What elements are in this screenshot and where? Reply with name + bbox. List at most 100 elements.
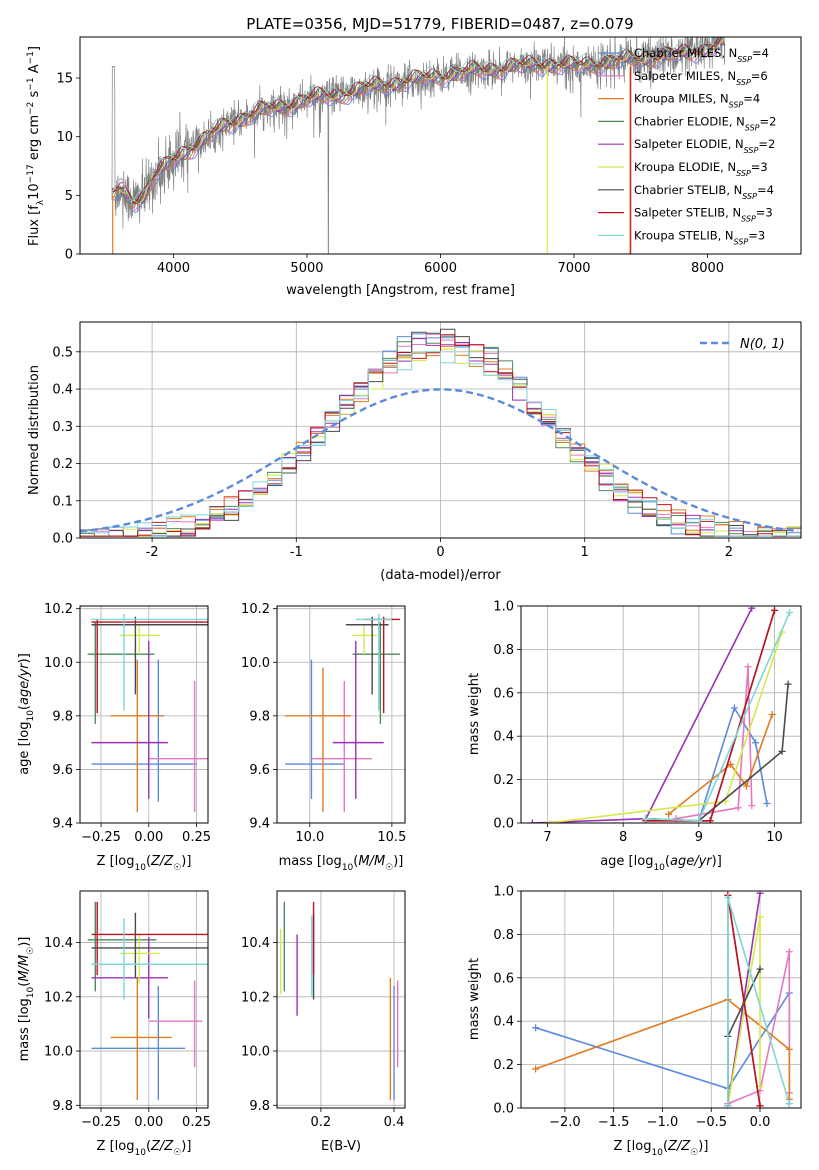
y-tick-label: 0.2 — [493, 773, 514, 788]
y-tick-label: 10.2 — [44, 990, 73, 1005]
x-axis-label: Z [log10(Z/Z☉)] — [97, 854, 192, 873]
model-spectrum-6 — [111, 37, 722, 205]
weight-marker — [785, 1100, 793, 1108]
y-tick-label: 0.0 — [493, 1102, 514, 1117]
weight-line-7 — [645, 610, 776, 822]
histogram-2 — [80, 345, 801, 537]
histogram-7 — [80, 334, 801, 537]
panel-spectrum: 4000 5000 6000 7000 8000 0 5 10 15 Chabrier MILES… — [26, 36, 802, 298]
y-tick-label: 10.2 — [241, 990, 270, 1005]
model-spectrum-8 — [111, 37, 717, 202]
weight-marker — [771, 606, 779, 614]
weight-marker — [532, 1024, 540, 1032]
panel-massweight-vs-Z: −2.0 −1.5 −1.0 −0.5 0.0 0.0 0.2 0.4 0.6 0.8 1.0 Z [… — [467, 885, 802, 1158]
weight-marker — [748, 606, 756, 612]
y-tick-label: 0.0 — [52, 532, 73, 547]
model-spectrum-7 — [111, 37, 720, 204]
x-tick-label: 0.0 — [750, 1115, 771, 1130]
y-tick-label: 10.0 — [44, 1045, 73, 1060]
axes-frame — [79, 605, 209, 824]
panel-massweight-vs-age: 7 8 9 10 0.0 0.2 0.4 0.6 0.8 1.0 age [log10(age/yr… — [467, 600, 802, 873]
y-tick-label: 0.6 — [493, 686, 514, 701]
x-tick-label: −1.5 — [598, 1115, 630, 1130]
legend-label: Salpeter STELIB, NSSP=3 — [634, 206, 773, 224]
y-tick-label: 0.3 — [52, 420, 73, 435]
weight-marker — [724, 1102, 732, 1108]
y-tick-label: 9.6 — [52, 763, 73, 778]
y-tick-label: 9.4 — [249, 817, 270, 832]
x-tick-label: −0.25 — [81, 830, 121, 845]
x-tick-label: −0.5 — [695, 1115, 727, 1130]
legend-label: Kroupa MILES, NSSP=4 — [634, 92, 760, 110]
y-tick-label: 10.0 — [241, 656, 270, 671]
x-tick-label: 10 — [766, 830, 783, 845]
x-axis-label: E(B-V) — [321, 1139, 361, 1154]
y-tick-label: 15 — [56, 72, 73, 87]
plot-area — [277, 891, 405, 1108]
weight-marker — [756, 913, 764, 921]
x-tick-label: 0.00 — [134, 830, 163, 845]
legend-label: Kroupa STELIB, NSSP=3 — [634, 228, 765, 246]
panel-mass-vs-ebv: 0.2 0.4 9.8 10.0 10.2 10.4 E(B-V) — [241, 890, 406, 1154]
y-axis-label: mass [log10(M/M☉)] — [17, 937, 36, 1062]
x-tick-label: 10.5 — [377, 830, 406, 845]
x-axis-label: age [log10(age/yr)] — [600, 854, 722, 873]
y-tick-label: 0.2 — [493, 1058, 514, 1073]
legend-label: Chabrier ELODIE, NSSP=2 — [634, 114, 776, 131]
plot-area — [521, 891, 801, 1108]
axes-frame — [520, 605, 802, 824]
x-axis-label: (data-model)/error — [380, 568, 501, 583]
weight-line-1 — [727, 951, 791, 1105]
x-tick-label: 8 — [619, 830, 627, 845]
panel-age-vs-mass: 10.0 10.5 9.4 9.6 9.8 10.0 10.2 mass [log10(M/M… — [241, 602, 406, 873]
x-tick-label: 6000 — [424, 261, 457, 276]
figure-title: PLATE=0356, MJD=51779, FIBERID=0487, z=0… — [246, 15, 633, 33]
x-axis-label: Z [log10(Z/Z☉)] — [614, 1139, 709, 1158]
weight-marker — [706, 817, 714, 823]
y-tick-label: 9.8 — [52, 709, 73, 724]
plot-area — [521, 606, 801, 823]
y-tick-label: 0.1 — [52, 494, 73, 509]
x-axis-label: mass [log10(M/M☉)] — [279, 854, 404, 873]
y-axis-label: mass weight — [467, 673, 482, 755]
x-tick-label: 0.25 — [182, 830, 211, 845]
weight-marker — [778, 747, 786, 755]
x-tick-label: −0.25 — [81, 1115, 121, 1130]
weight-marker — [784, 680, 792, 688]
weight-marker — [786, 609, 794, 617]
weight-line-2 — [535, 998, 791, 1100]
weight-marker — [695, 817, 703, 823]
y-tick-label: 10 — [56, 130, 73, 145]
weight-marker — [756, 1102, 764, 1108]
axes-frame — [520, 890, 802, 1109]
legend-label: Kroupa ELODIE, NSSP=3 — [634, 160, 768, 178]
legend-label: Salpeter ELODIE, NSSP=2 — [634, 137, 775, 155]
y-tick-label: 0.2 — [52, 457, 73, 472]
y-tick-label: 0.5 — [52, 345, 73, 360]
weight-marker — [642, 815, 650, 823]
weight-marker — [785, 1045, 793, 1053]
plot-area — [277, 606, 405, 823]
panel-residuals: -2 -1 0 1 2 0.0 0.1 0.2 0.3 0.4 0.5 N(0, 1) (data-mo… — [27, 321, 802, 583]
x-tick-label: −2.0 — [549, 1115, 581, 1130]
weight-line-2 — [668, 714, 773, 815]
weight-marker — [763, 799, 771, 807]
y-tick-label: 1.0 — [493, 885, 514, 900]
x-tick-label: 4000 — [157, 261, 190, 276]
y-axis-label: mass weight — [467, 958, 482, 1040]
y-tick-label: 9.8 — [249, 709, 270, 724]
legend: Chabrier MILES, NSSP=4 Salpeter MILES, NS… — [598, 46, 776, 246]
y-tick-label: 0.6 — [493, 971, 514, 986]
axes-frame — [276, 890, 406, 1109]
x-tick-label: 9 — [695, 830, 703, 845]
y-tick-label: 0.4 — [493, 1015, 514, 1030]
normal-curve — [80, 388, 799, 533]
plot-area — [80, 891, 208, 1108]
axes-frame — [276, 605, 406, 824]
weight-line-1 — [675, 666, 753, 820]
plot-area — [80, 606, 208, 823]
y-tick-label: 10.2 — [241, 602, 270, 617]
y-axis-label: age [log10(age/yr)] — [17, 653, 36, 775]
legend-label: Chabrier MILES, NSSP=4 — [634, 46, 769, 64]
plot-area — [80, 322, 801, 538]
